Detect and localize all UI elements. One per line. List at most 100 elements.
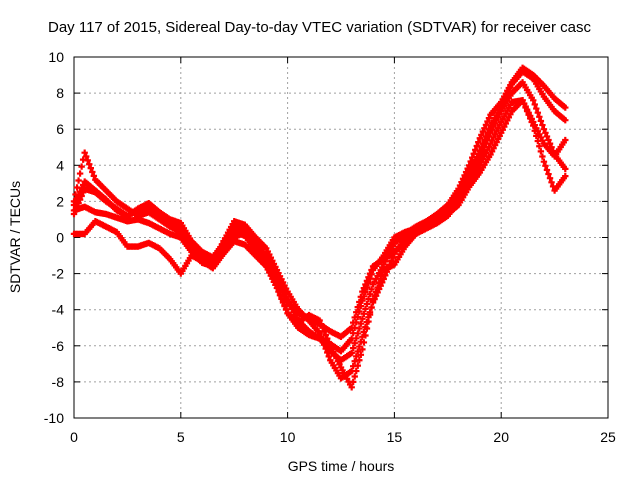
data-point <box>537 117 545 125</box>
data-point <box>562 172 569 180</box>
data-point <box>562 136 569 144</box>
y-tick-label: 2 <box>56 193 64 209</box>
series-track-5 <box>70 97 569 391</box>
data-point <box>534 109 542 116</box>
data-point <box>73 184 81 191</box>
data-point <box>536 143 543 150</box>
data-point <box>539 153 546 160</box>
y-tick-label: -2 <box>52 266 65 282</box>
data-point <box>357 320 365 327</box>
data-point <box>368 266 375 274</box>
data-point <box>360 339 368 346</box>
data-point <box>378 271 386 278</box>
y-tick-label: 10 <box>48 49 64 65</box>
data-point <box>89 168 96 176</box>
data-point <box>377 275 384 282</box>
y-tick-label: 6 <box>56 121 64 137</box>
data-point <box>84 157 91 164</box>
x-axis-label: GPS time / hours <box>288 458 395 474</box>
data-point <box>76 188 84 195</box>
data-point <box>350 378 357 386</box>
data-point <box>357 293 365 301</box>
data-point <box>316 317 323 324</box>
data-point <box>542 162 549 170</box>
data-point <box>359 346 366 353</box>
data-point <box>369 297 377 304</box>
data-point <box>356 298 363 306</box>
data-point <box>531 101 538 108</box>
data-point <box>365 318 372 325</box>
data-point <box>275 288 282 295</box>
data-point <box>322 345 329 352</box>
series-track-3 <box>70 79 569 355</box>
data-point <box>546 174 554 182</box>
data-point <box>548 179 555 186</box>
data-point <box>536 113 543 121</box>
data-point <box>75 177 82 184</box>
data-point <box>78 163 85 170</box>
data-point <box>543 133 551 140</box>
data-point <box>562 165 569 173</box>
data-point <box>476 135 484 142</box>
x-tick-label: 10 <box>280 429 296 445</box>
data-point <box>350 319 357 326</box>
data-point <box>363 277 371 285</box>
data-point <box>76 170 84 177</box>
data-point <box>473 142 480 150</box>
data-point <box>319 324 326 331</box>
y-axis-label: SDTVAR / TECUs <box>7 181 23 293</box>
y-tick-label: 0 <box>56 230 64 246</box>
series-track-4 <box>70 97 569 340</box>
x-tick-label: 15 <box>387 429 403 445</box>
data-point <box>368 286 375 293</box>
x-tick-label: 5 <box>177 429 185 445</box>
data-point <box>353 353 360 360</box>
data-point <box>324 349 331 356</box>
data-point <box>351 340 358 347</box>
grid <box>74 57 608 418</box>
data-point <box>356 357 363 364</box>
data-point <box>530 97 537 104</box>
data-point <box>325 338 332 346</box>
data-point <box>354 303 361 311</box>
data-point <box>317 320 325 328</box>
data-point <box>365 274 372 281</box>
data-point <box>351 373 358 380</box>
data-point <box>316 329 323 337</box>
data-point <box>366 311 374 318</box>
data-point <box>539 121 546 129</box>
data-point <box>362 281 369 288</box>
data-point <box>350 344 357 352</box>
data-marks <box>70 64 569 391</box>
data-point <box>348 384 355 391</box>
data-point <box>350 329 357 337</box>
data-point <box>362 332 369 339</box>
y-tick-label: -8 <box>52 374 65 390</box>
data-point <box>562 104 569 111</box>
data-point <box>348 324 355 331</box>
data-point <box>70 198 78 205</box>
data-point <box>371 293 378 300</box>
data-point <box>354 362 361 369</box>
data-point <box>354 348 361 355</box>
data-point <box>484 118 491 125</box>
y-tick-label: 4 <box>56 157 64 173</box>
data-point <box>360 284 368 292</box>
chart-title: Day 117 of 2015, Sidereal Day-to-day VTE… <box>48 19 591 36</box>
data-point <box>362 305 369 313</box>
x-tick-label: 25 <box>600 429 616 445</box>
data-point <box>562 116 569 124</box>
data-point <box>357 351 365 359</box>
data-point <box>359 315 366 322</box>
data-point <box>375 279 383 287</box>
y-tick-label: -4 <box>52 302 65 318</box>
data-point <box>363 300 371 308</box>
y-tick-label: -10 <box>44 410 64 426</box>
data-point <box>368 304 375 311</box>
data-point <box>348 349 355 357</box>
data-point <box>87 164 94 172</box>
data-point <box>81 149 88 156</box>
data-point <box>359 288 366 295</box>
data-point <box>366 270 374 277</box>
